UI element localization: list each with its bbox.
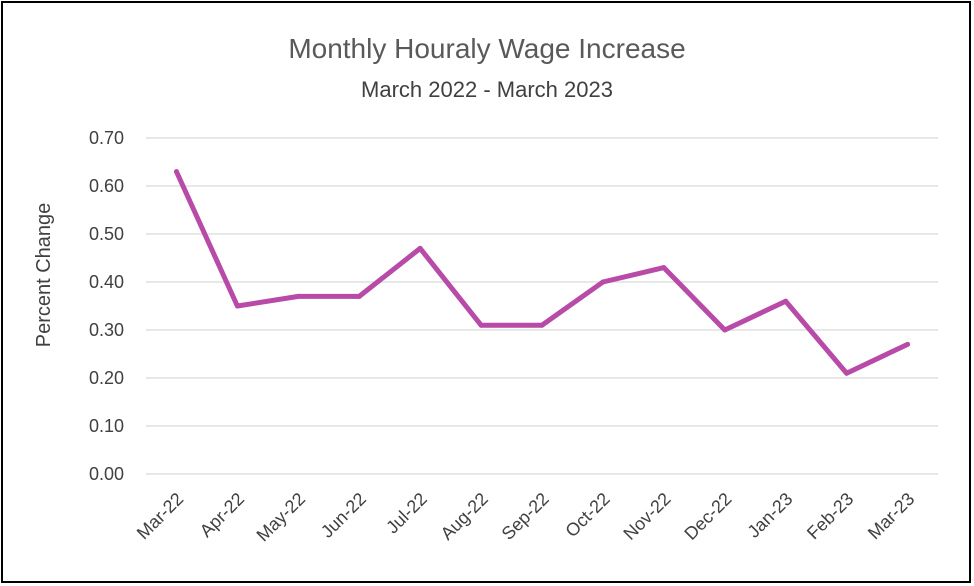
x-tick-label: Sep-22 — [498, 489, 553, 544]
x-tick-label: Mar-23 — [864, 489, 918, 543]
y-tick-label: 0.00 — [89, 464, 124, 484]
data-point — [417, 245, 423, 251]
y-tick-label: 0.70 — [89, 128, 124, 148]
chart-title: Monthly Houraly Wage Increase — [288, 33, 685, 64]
x-tick-label: Jan-23 — [743, 489, 796, 542]
y-axis-title: Percent Change — [33, 203, 55, 348]
data-point — [173, 169, 179, 175]
y-tick-label: 0.60 — [89, 176, 124, 196]
gridlines — [146, 137, 938, 475]
x-tick-label: Feb-23 — [803, 489, 857, 543]
y-tick-label: 0.30 — [89, 320, 124, 340]
data-point — [783, 298, 789, 304]
y-tick-label: 0.20 — [89, 368, 124, 388]
x-tick-label: Jun-22 — [317, 489, 370, 542]
data-point — [539, 322, 545, 328]
data-point — [905, 341, 911, 347]
x-tick-label: May-22 — [253, 489, 310, 546]
x-tick-label: Nov-22 — [619, 489, 674, 544]
y-tick-labels: 0.00 0.10 0.20 0.30 0.40 0.50 0.60 0.70 — [89, 128, 124, 484]
y-tick-label: 0.40 — [89, 272, 124, 292]
x-tick-label: Jul-22 — [382, 489, 431, 538]
series-line — [173, 169, 911, 376]
data-point — [478, 322, 484, 328]
data-point — [295, 293, 301, 299]
chart-subtitle: March 2022 - March 2023 — [361, 77, 613, 102]
x-tick-label: Aug-22 — [437, 489, 492, 544]
data-point — [600, 279, 606, 285]
data-point — [234, 303, 240, 309]
data-point — [661, 265, 667, 271]
x-tick-labels: Mar-22 Apr-22 May-22 Jun-22 Jul-22 Aug-22 Sep-… — [133, 489, 919, 546]
x-tick-label: Mar-22 — [133, 489, 187, 543]
x-tick-label: Dec-22 — [680, 489, 735, 544]
y-tick-label: 0.50 — [89, 224, 124, 244]
x-tick-label: Oct-22 — [561, 489, 613, 541]
data-point — [722, 327, 728, 333]
y-tick-label: 0.10 — [89, 416, 124, 436]
data-point — [356, 293, 362, 299]
series-group — [173, 169, 911, 376]
data-point — [844, 370, 850, 376]
x-tick-label: Apr-22 — [196, 489, 248, 541]
